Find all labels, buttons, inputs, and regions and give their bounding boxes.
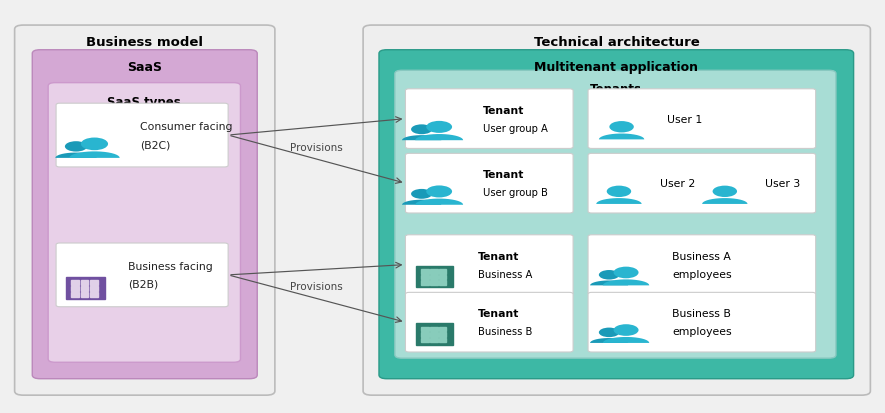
- FancyBboxPatch shape: [439, 332, 446, 337]
- Text: Business model: Business model: [86, 36, 204, 49]
- Polygon shape: [402, 136, 442, 141]
- Text: User 1: User 1: [667, 114, 703, 124]
- Text: SaaS: SaaS: [127, 61, 162, 74]
- Polygon shape: [56, 153, 96, 159]
- Text: Tenants: Tenants: [589, 83, 642, 96]
- FancyBboxPatch shape: [421, 338, 428, 343]
- Polygon shape: [603, 280, 650, 286]
- Circle shape: [411, 125, 432, 135]
- FancyBboxPatch shape: [421, 332, 428, 337]
- Text: Provisions: Provisions: [290, 142, 343, 152]
- Polygon shape: [599, 134, 644, 140]
- Text: Provisions: Provisions: [290, 282, 343, 292]
- FancyBboxPatch shape: [430, 327, 437, 331]
- FancyBboxPatch shape: [588, 90, 816, 149]
- Text: employees: employees: [672, 326, 732, 337]
- Text: Multitenant application: Multitenant application: [535, 61, 698, 74]
- FancyBboxPatch shape: [421, 269, 428, 274]
- Circle shape: [411, 190, 432, 199]
- Text: Business A: Business A: [672, 251, 731, 261]
- Text: User group B: User group B: [483, 188, 548, 198]
- Circle shape: [81, 138, 108, 151]
- FancyBboxPatch shape: [379, 51, 854, 379]
- FancyBboxPatch shape: [421, 275, 428, 280]
- FancyBboxPatch shape: [430, 281, 437, 285]
- FancyBboxPatch shape: [90, 287, 97, 292]
- FancyBboxPatch shape: [416, 324, 453, 345]
- FancyBboxPatch shape: [71, 287, 79, 292]
- Circle shape: [599, 271, 620, 280]
- FancyBboxPatch shape: [439, 275, 446, 280]
- FancyBboxPatch shape: [416, 266, 453, 287]
- Text: Consumer facing: Consumer facing: [140, 122, 233, 132]
- Text: (B2B): (B2B): [128, 279, 158, 289]
- FancyBboxPatch shape: [588, 235, 816, 295]
- FancyBboxPatch shape: [588, 293, 816, 352]
- FancyBboxPatch shape: [439, 327, 446, 331]
- Text: Business A: Business A: [478, 269, 532, 279]
- Text: Technical architecture: Technical architecture: [534, 36, 700, 49]
- Circle shape: [613, 267, 639, 279]
- FancyBboxPatch shape: [56, 104, 228, 168]
- FancyBboxPatch shape: [421, 281, 428, 285]
- Circle shape: [599, 328, 620, 337]
- Text: User 2: User 2: [660, 179, 696, 189]
- FancyBboxPatch shape: [421, 327, 428, 331]
- FancyBboxPatch shape: [430, 275, 437, 280]
- FancyBboxPatch shape: [81, 292, 88, 297]
- FancyBboxPatch shape: [395, 71, 836, 358]
- FancyBboxPatch shape: [430, 332, 437, 337]
- FancyBboxPatch shape: [32, 51, 258, 379]
- FancyBboxPatch shape: [15, 26, 275, 395]
- Polygon shape: [590, 338, 628, 343]
- FancyBboxPatch shape: [71, 281, 79, 286]
- FancyBboxPatch shape: [81, 287, 88, 292]
- Polygon shape: [596, 199, 642, 204]
- Text: Tenant: Tenant: [483, 105, 525, 115]
- FancyBboxPatch shape: [363, 26, 870, 395]
- FancyBboxPatch shape: [65, 278, 104, 299]
- FancyBboxPatch shape: [90, 292, 97, 297]
- Text: Tenant: Tenant: [483, 170, 525, 180]
- Text: employees: employees: [672, 269, 732, 279]
- Circle shape: [613, 325, 639, 336]
- FancyBboxPatch shape: [90, 281, 97, 286]
- Text: Tenant: Tenant: [478, 309, 519, 318]
- FancyBboxPatch shape: [588, 154, 816, 214]
- FancyBboxPatch shape: [430, 338, 437, 343]
- Circle shape: [65, 142, 87, 152]
- FancyBboxPatch shape: [405, 154, 573, 214]
- Polygon shape: [702, 199, 748, 204]
- Text: User 3: User 3: [765, 179, 800, 189]
- FancyBboxPatch shape: [56, 243, 228, 307]
- Polygon shape: [603, 337, 650, 343]
- Text: User group A: User group A: [483, 123, 548, 133]
- FancyBboxPatch shape: [405, 235, 573, 295]
- Circle shape: [427, 186, 452, 198]
- Polygon shape: [415, 135, 463, 141]
- Circle shape: [610, 122, 634, 133]
- FancyBboxPatch shape: [439, 281, 446, 285]
- Text: SaaS types: SaaS types: [107, 95, 181, 108]
- Circle shape: [712, 186, 737, 197]
- FancyBboxPatch shape: [48, 83, 241, 362]
- Polygon shape: [69, 152, 119, 159]
- FancyBboxPatch shape: [405, 293, 573, 352]
- Text: Business B: Business B: [672, 309, 731, 318]
- FancyBboxPatch shape: [405, 90, 573, 149]
- FancyBboxPatch shape: [439, 269, 446, 274]
- Circle shape: [607, 186, 631, 197]
- FancyBboxPatch shape: [439, 338, 446, 343]
- Circle shape: [427, 121, 452, 133]
- FancyBboxPatch shape: [430, 269, 437, 274]
- Polygon shape: [415, 199, 463, 205]
- Polygon shape: [402, 200, 442, 205]
- FancyBboxPatch shape: [71, 292, 79, 297]
- Text: Business B: Business B: [478, 326, 532, 337]
- Polygon shape: [590, 281, 628, 286]
- FancyBboxPatch shape: [81, 281, 88, 286]
- Text: Tenant: Tenant: [478, 251, 519, 261]
- Text: (B2C): (B2C): [140, 140, 170, 150]
- Text: Business facing: Business facing: [128, 261, 213, 271]
